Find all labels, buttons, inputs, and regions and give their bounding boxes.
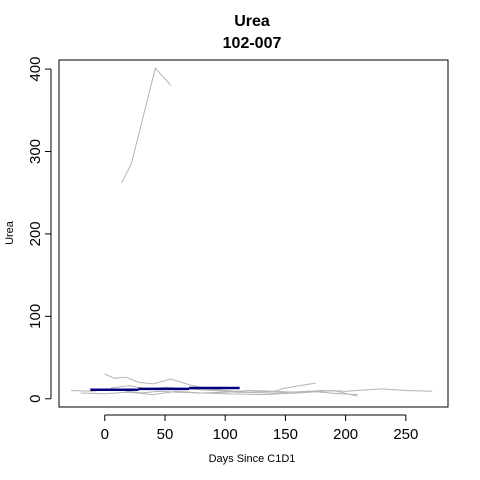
highlight-series — [90, 386, 240, 391]
x-tick-label: 150 — [273, 426, 298, 443]
x-axis: 0 50 100 150 200 250 — [101, 414, 418, 443]
background-series-line-1 — [121, 67, 172, 184]
y-axis-title: Urea — [4, 220, 16, 245]
y-tick-label: 400 — [27, 57, 44, 82]
y-tick-label: 300 — [27, 139, 44, 164]
x-axis-title: Days Since C1D1 — [209, 453, 296, 465]
chart-title: Urea — [234, 13, 270, 30]
x-tick-label: 50 — [157, 426, 174, 443]
y-tick-label: 0 — [27, 395, 44, 403]
y-axis: 0 100 200 300 400 — [27, 57, 52, 403]
chart-subtitle: 102-007 — [223, 35, 282, 52]
x-tick-label: 100 — [213, 426, 238, 443]
x-tick-label: 0 — [101, 426, 109, 443]
plot-frame — [58, 59, 449, 408]
y-tick-label: 100 — [27, 304, 44, 329]
x-tick-label: 200 — [333, 426, 358, 443]
x-tick-label: 250 — [393, 426, 418, 443]
y-tick-label: 200 — [27, 221, 44, 246]
background-series-line-5 — [80, 389, 358, 397]
